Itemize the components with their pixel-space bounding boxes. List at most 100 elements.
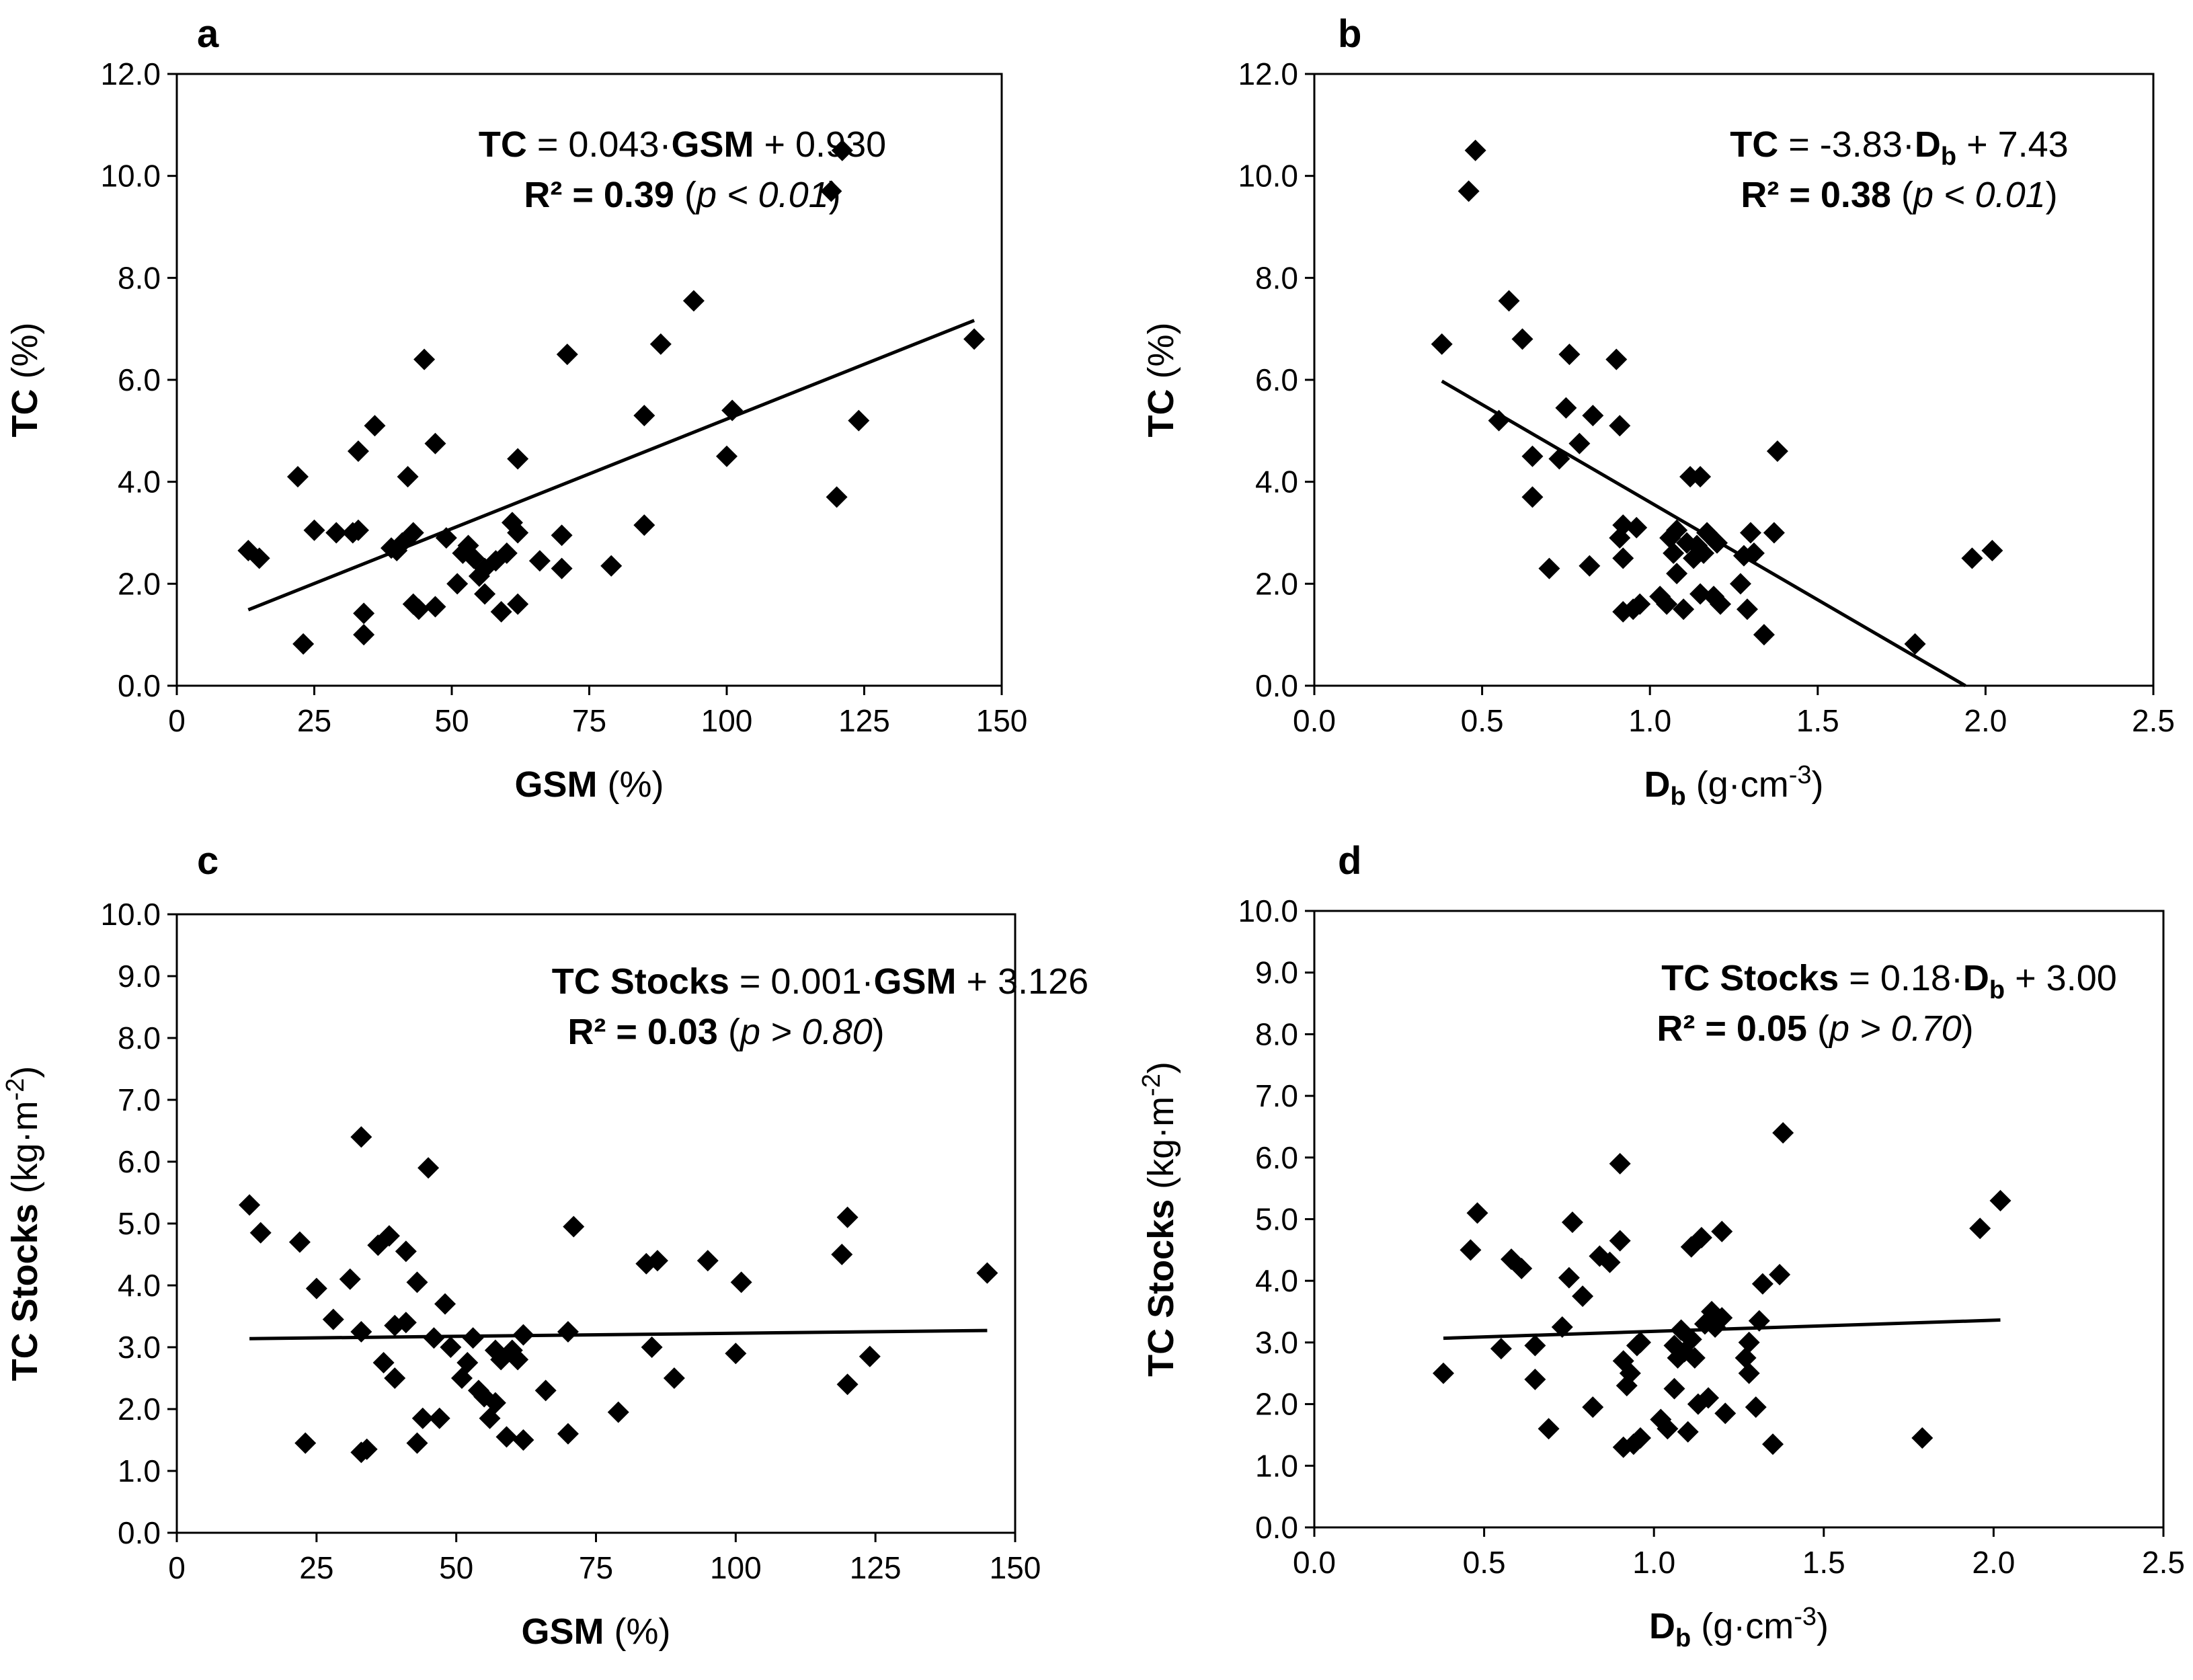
data-point xyxy=(836,1373,859,1396)
x-tick-label: 150 xyxy=(990,1550,1041,1585)
data-point xyxy=(1710,593,1732,615)
data-point xyxy=(406,1432,428,1454)
y-tick-label: 1.0 xyxy=(1255,1448,1298,1483)
data-point xyxy=(402,522,424,544)
equation-coefficient: = 0.043· xyxy=(527,124,672,165)
data-point xyxy=(1609,1152,1631,1174)
p-value-close: ) xyxy=(873,1012,885,1052)
y-tick-label: 6.0 xyxy=(1255,1140,1298,1175)
data-point xyxy=(434,1293,456,1315)
plot-frame xyxy=(1313,73,2155,687)
y-tick-label: 2.0 xyxy=(1255,566,1298,601)
data-point xyxy=(1548,448,1570,470)
data-point xyxy=(1753,624,1775,646)
y-tick-label: 6.0 xyxy=(118,362,161,397)
p-value: > 0.80 xyxy=(760,1012,873,1052)
y-tick-label: 7.0 xyxy=(118,1082,161,1117)
x-tick-label: 150 xyxy=(976,703,1028,738)
y-axis-label-superscript: -2 xyxy=(1138,1074,1166,1096)
data-point xyxy=(1673,598,1695,621)
r-squared-value: R² = 0.39 xyxy=(524,175,674,215)
data-point xyxy=(1680,1328,1702,1351)
data-point xyxy=(424,432,446,454)
x-axis-label-close: ) xyxy=(1812,764,1824,805)
p-value-variable: p xyxy=(1828,1008,1849,1049)
panel-c: c 0.0 1.0 2.0 3.0 4.0 5.0 6.0 7.0 8.0 9.0 10.0 0 25 50… xyxy=(1,839,1088,1652)
data-point xyxy=(1663,542,1685,564)
equation-variable-subscript: b xyxy=(1989,976,2005,1004)
data-point xyxy=(1657,1418,1679,1440)
x-tick-label: 25 xyxy=(299,1550,333,1585)
equation-variable: GSM xyxy=(671,124,754,165)
data-point xyxy=(413,348,436,370)
data-point xyxy=(1772,1122,1794,1144)
r-squared-value: R² = 0.03 xyxy=(567,1012,718,1052)
data-point xyxy=(1599,1251,1621,1273)
y-axis-label-main: TC Stocks xyxy=(5,1203,45,1381)
equation-intercept: + 7.43 xyxy=(1956,124,2069,165)
data-point xyxy=(551,524,573,547)
data-point xyxy=(1538,1418,1560,1440)
regression-line xyxy=(247,319,975,612)
regression-equation: TC Stocks = 0.001·GSM + 3.126 xyxy=(552,961,1088,1002)
x-tick-label: 50 xyxy=(439,1550,473,1585)
x-tick-label: 0.5 xyxy=(1461,703,1504,738)
regression-equation: TC = -3.83·Db + 7.43 xyxy=(1730,124,2068,171)
data-point xyxy=(1989,1189,2011,1211)
data-point xyxy=(507,593,529,615)
x-tick-label: 100 xyxy=(701,703,753,738)
y-tick-label: 4.0 xyxy=(118,465,161,499)
data-point xyxy=(407,598,430,621)
data-point xyxy=(633,405,655,427)
x-axis-label-main: D xyxy=(1649,1606,1675,1646)
y-axis-label: TC Stocks (kg·m-2) xyxy=(1,1066,45,1382)
data-point xyxy=(831,1244,853,1265)
data-point xyxy=(820,180,842,202)
data-point xyxy=(1612,514,1634,536)
equation-lhs: TC xyxy=(1730,124,1778,165)
data-point xyxy=(1568,432,1591,454)
data-point xyxy=(1612,547,1634,569)
equation-variable-subscript: b xyxy=(1941,143,1956,171)
data-point xyxy=(325,522,348,544)
x-tick-label: 0.0 xyxy=(1293,1545,1336,1580)
y-axis-label-main: TC xyxy=(1141,389,1181,438)
y-tick-label: 12.0 xyxy=(1238,56,1298,91)
p-value-variable: p xyxy=(1912,175,1933,215)
x-axis-label-superscript: -3 xyxy=(1794,1603,1817,1631)
data-point xyxy=(395,1312,417,1334)
data-point xyxy=(730,1271,752,1293)
spacer xyxy=(674,175,684,215)
y-axis-label-close: ) xyxy=(1141,1062,1181,1074)
x-tick-label: 1.5 xyxy=(1802,1545,1845,1580)
x-tick-label: 0.5 xyxy=(1463,1545,1506,1580)
equation-intercept: + 3.00 xyxy=(2005,958,2117,998)
r-squared-value: R² = 0.38 xyxy=(1741,175,1891,215)
data-point xyxy=(1558,344,1581,366)
data-point xyxy=(1981,540,2003,562)
y-tick-label: 2.0 xyxy=(118,1392,161,1427)
data-point xyxy=(1524,1334,1546,1357)
x-tick-label: 1.5 xyxy=(1796,703,1839,738)
equation-variable: D xyxy=(1963,958,1989,998)
x-tick-label: 75 xyxy=(572,703,606,738)
data-point xyxy=(428,1407,450,1429)
data-point xyxy=(507,448,529,470)
y-tick-label: 7.0 xyxy=(1255,1078,1298,1113)
data-point xyxy=(1729,573,1751,595)
data-point xyxy=(353,624,375,646)
p-value-close: ) xyxy=(1962,1008,1974,1049)
data-point xyxy=(557,1423,579,1445)
data-point xyxy=(435,527,457,549)
data-point xyxy=(1605,348,1628,370)
data-point xyxy=(534,1379,557,1402)
data-point xyxy=(1735,1347,1757,1369)
data-point xyxy=(339,1268,361,1290)
x-axis-label-close: ) xyxy=(1817,1606,1829,1646)
y-tick-label: 10.0 xyxy=(1238,159,1298,194)
x-tick-label: 100 xyxy=(710,1550,762,1585)
p-value-open: ( xyxy=(728,1012,740,1052)
data-point xyxy=(557,1321,579,1343)
panel-a: a 0.0 2.0 4.0 6.0 8.0 10.0 12.0 0 25 50 75 100 125 150… xyxy=(5,12,1027,805)
